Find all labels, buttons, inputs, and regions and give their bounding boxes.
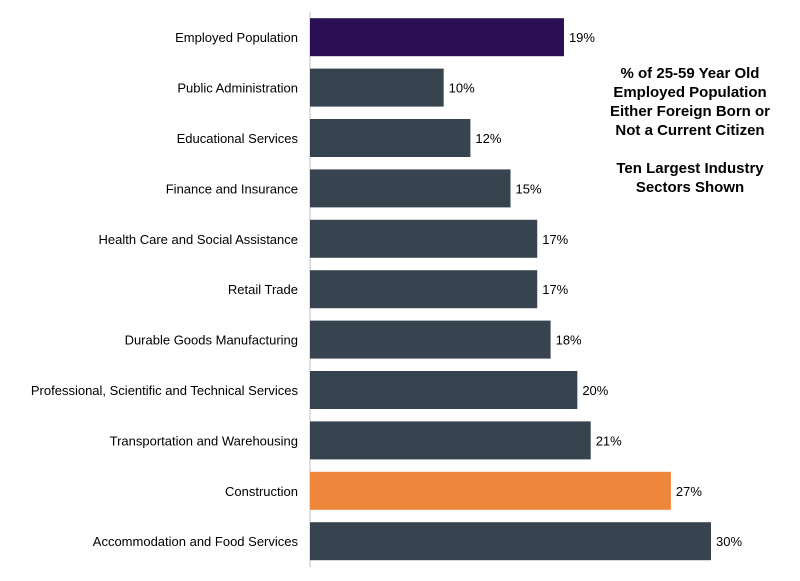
annotation-line: Employed Population <box>613 84 767 101</box>
category-label: Professional, Scientific and Technical S… <box>31 383 299 398</box>
value-label: 17% <box>542 282 568 297</box>
chart-annotation: % of 25-59 Year Old Employed Population … <box>590 64 790 197</box>
annotation-line: % of 25-59 Year Old <box>620 65 760 82</box>
bar <box>310 371 578 409</box>
category-label: Employed Population <box>175 30 298 45</box>
annotation-line: Ten Largest Industry <box>616 160 764 177</box>
category-label: Construction <box>225 484 298 499</box>
bar <box>310 68 444 107</box>
bar <box>310 270 538 309</box>
bar <box>310 219 538 258</box>
category-label: Accommodation and Food Services <box>93 534 299 549</box>
annotation-line: Sectors Shown <box>635 179 745 196</box>
bar <box>310 119 471 157</box>
bar <box>310 18 564 57</box>
bar <box>310 169 511 208</box>
category-label: Finance and Insurance <box>166 181 298 196</box>
value-label: 17% <box>542 232 568 247</box>
value-label: 15% <box>516 181 542 196</box>
category-label: Health Care and Social Assistance <box>99 232 298 247</box>
value-label: 18% <box>556 333 582 348</box>
bar <box>310 320 551 359</box>
value-label: 20% <box>582 383 608 398</box>
category-label: Retail Trade <box>228 282 298 297</box>
category-label: Transportation and Warehousing <box>110 433 298 448</box>
category-label: Public Administration <box>177 81 298 96</box>
value-label: 19% <box>569 30 595 45</box>
bar <box>310 471 671 510</box>
value-label: 12% <box>475 131 501 146</box>
bar <box>310 522 711 561</box>
value-label: 21% <box>596 433 622 448</box>
category-label: Educational Services <box>177 131 299 146</box>
annotation-line: Not a Current Citizen <box>615 122 765 139</box>
bar <box>310 421 591 460</box>
value-label: 10% <box>449 81 475 96</box>
annotation-line: Either Foreign Born or <box>609 103 770 120</box>
value-label: 30% <box>716 534 742 549</box>
category-label: Durable Goods Manufacturing <box>125 333 298 348</box>
value-label: 27% <box>676 484 702 499</box>
